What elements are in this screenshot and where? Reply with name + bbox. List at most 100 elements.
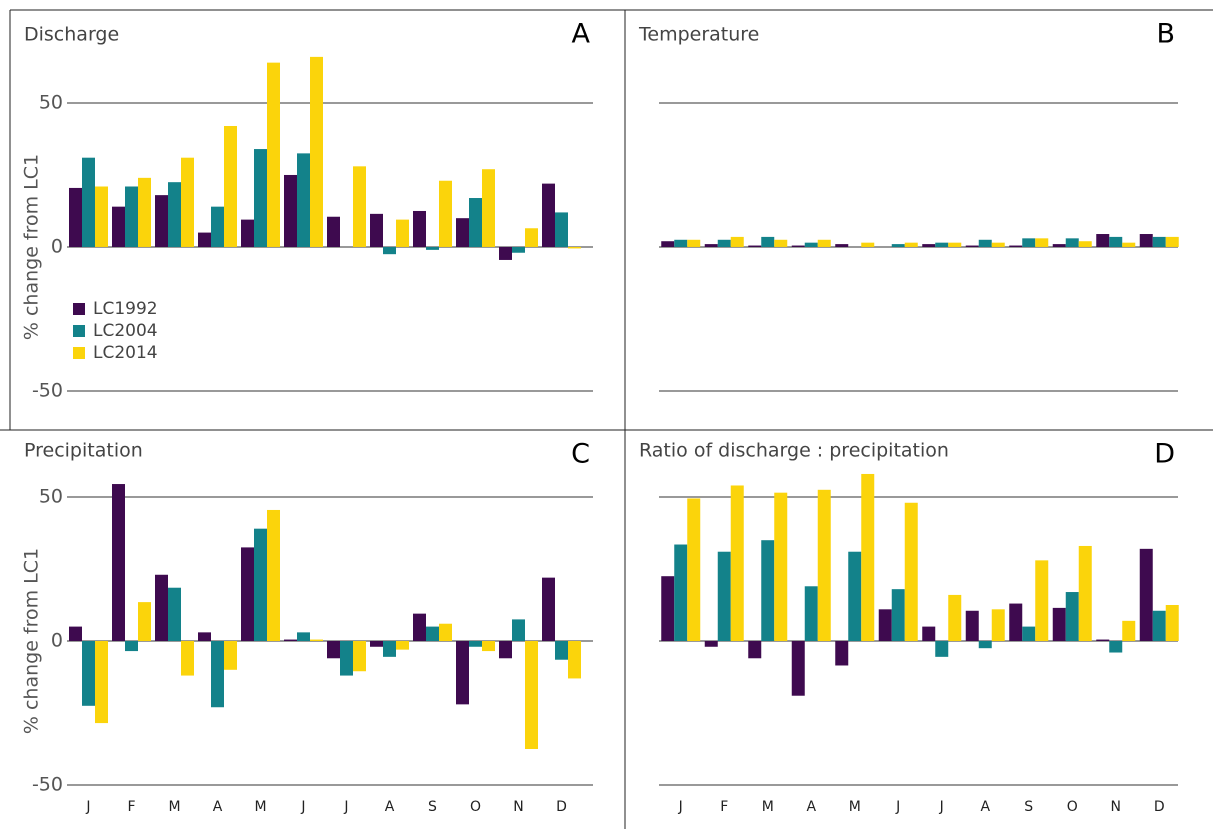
bar — [284, 639, 297, 641]
bar — [211, 641, 224, 708]
x-tick-label: J — [300, 799, 305, 815]
bar — [791, 641, 805, 696]
bar — [211, 206, 224, 247]
bar — [935, 641, 949, 657]
bar — [978, 239, 992, 247]
bar — [1009, 245, 1023, 247]
bar — [1078, 241, 1092, 247]
bar — [482, 169, 495, 247]
x-tick-label: F — [720, 799, 728, 815]
bar — [1096, 639, 1110, 641]
bar — [413, 613, 426, 641]
bar — [1122, 620, 1136, 641]
bar — [69, 626, 82, 641]
bar — [991, 609, 1005, 641]
bar — [168, 182, 181, 247]
bar — [1022, 626, 1036, 641]
bar — [1096, 234, 1110, 247]
x-tick-label: J — [85, 799, 90, 815]
bar — [791, 245, 805, 247]
y-tick-label: 0 — [51, 235, 63, 257]
x-tick-label: J — [939, 799, 944, 815]
bar — [353, 641, 366, 672]
bar — [1165, 236, 1179, 247]
legend-label: LC1992 — [93, 299, 158, 319]
y-tick-label: 0 — [51, 630, 63, 652]
bar — [1022, 238, 1036, 247]
bar — [717, 551, 731, 641]
panel-title: Precipitation — [24, 440, 143, 462]
bar — [439, 623, 452, 641]
y-tick-label: -50 — [32, 774, 63, 796]
bar — [1009, 603, 1023, 641]
panel-title: Ratio of discharge : precipitation — [639, 440, 949, 462]
bar — [155, 574, 168, 641]
bar — [284, 174, 297, 247]
bar — [525, 641, 538, 749]
bar — [310, 639, 323, 641]
bar — [370, 213, 383, 247]
bar — [835, 244, 849, 247]
bar — [904, 502, 918, 641]
bar — [817, 239, 831, 247]
bar — [69, 187, 82, 247]
x-tick-label: N — [1111, 799, 1121, 815]
bar — [704, 641, 718, 647]
x-tick-label: A — [213, 799, 223, 815]
panel-label: D — [1154, 439, 1175, 470]
bar — [661, 241, 675, 247]
bar — [878, 609, 892, 641]
bar — [1065, 238, 1079, 247]
bar — [904, 242, 918, 247]
bar — [1109, 236, 1123, 247]
bar — [224, 641, 237, 670]
legend-swatch — [73, 303, 85, 315]
bar — [512, 619, 525, 641]
bar — [112, 484, 125, 641]
bar — [774, 239, 788, 247]
bar — [774, 492, 788, 641]
legend-swatch — [73, 347, 85, 359]
bar — [1165, 605, 1179, 641]
bar — [267, 62, 280, 247]
bar — [396, 641, 409, 650]
bar — [687, 498, 701, 641]
x-tick-label: D — [556, 799, 567, 815]
bar — [198, 632, 211, 641]
x-tick-label: M — [168, 799, 180, 815]
bar — [267, 509, 280, 641]
y-axis-label: % change from LC1 — [21, 154, 43, 340]
bar — [965, 610, 979, 641]
bar — [861, 242, 875, 247]
bar — [224, 126, 237, 247]
bar — [661, 576, 675, 641]
bar — [1139, 234, 1153, 247]
bar — [499, 641, 512, 659]
bar — [1052, 244, 1066, 247]
bar — [1139, 548, 1153, 641]
bar — [469, 198, 482, 247]
bar — [82, 157, 95, 247]
bar — [426, 626, 439, 641]
bar — [297, 632, 310, 641]
bar — [922, 244, 936, 247]
bar — [761, 236, 775, 247]
x-tick-label: A — [806, 799, 816, 815]
bar — [568, 246, 581, 249]
bar — [817, 489, 831, 641]
bar — [1052, 607, 1066, 641]
bar — [555, 641, 568, 660]
bar — [456, 218, 469, 247]
bar — [383, 641, 396, 657]
panel-title: Discharge — [24, 24, 119, 46]
bar — [542, 577, 555, 641]
bar — [1152, 236, 1166, 247]
panel-title: Temperature — [638, 24, 759, 46]
bar — [848, 551, 862, 641]
x-tick-label: J — [343, 799, 348, 815]
bar — [1152, 610, 1166, 641]
bar — [95, 186, 108, 247]
bar — [370, 641, 383, 647]
bar — [991, 242, 1005, 247]
x-tick-label: D — [1154, 799, 1165, 815]
